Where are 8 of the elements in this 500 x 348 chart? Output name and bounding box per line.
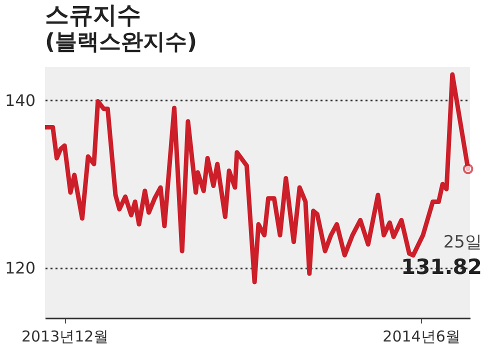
annotation: 25일 [443,232,482,253]
x-tick-label: 2013년12월 [21,328,109,346]
x-tick-label: 2014년6월 [382,328,460,346]
chart-subtitle: (블랙스완지수) [45,30,198,55]
y-tick-label: 140 [4,90,36,110]
chart-title: 스큐지수 [45,1,141,29]
y-tick-label: 120 [4,258,36,278]
annotation: 131.82 [400,254,482,279]
